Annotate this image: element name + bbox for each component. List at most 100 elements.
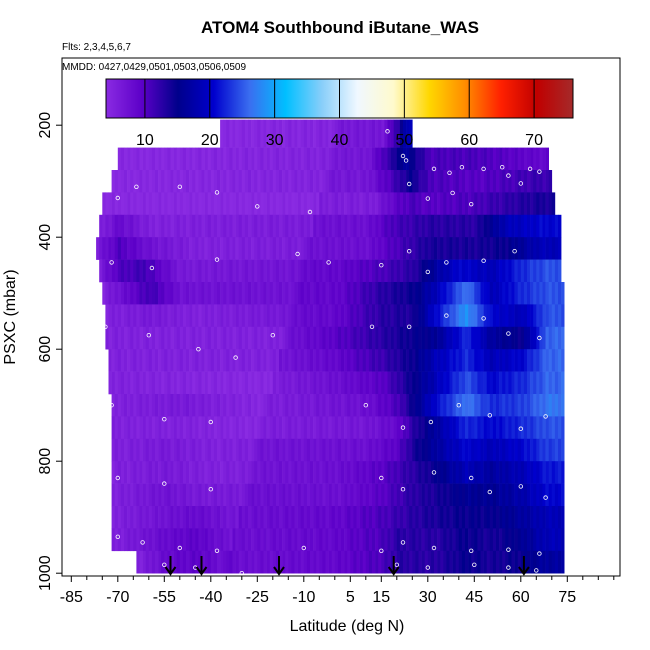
heatmap-cell	[226, 349, 230, 372]
colorbar: 10 20 30 40 50 60 70	[105, 78, 574, 149]
heatmap-cell	[427, 394, 432, 417]
heatmap-cell	[461, 483, 466, 507]
heatmap-cell	[257, 416, 261, 440]
heatmap-cell	[341, 170, 345, 193]
heatmap-cell	[102, 237, 106, 260]
heatmap-cell	[496, 461, 500, 484]
heatmap-cell	[226, 483, 230, 507]
heatmap-cell	[176, 506, 181, 529]
heatmap-cell	[272, 528, 277, 552]
heatmap-cell	[359, 147, 363, 171]
heatmap-cell	[105, 326, 109, 350]
heatmap-cell	[198, 282, 202, 305]
heatmap-cell	[471, 259, 475, 283]
heatmap-cell	[452, 147, 456, 171]
heatmap-cell	[461, 416, 466, 440]
heatmap-cell	[415, 304, 419, 328]
heatmap-cell	[124, 259, 128, 283]
heatmap-cell	[288, 259, 292, 283]
heatmap-cell	[328, 282, 332, 305]
heatmap-cell	[158, 147, 162, 171]
heatmap-cell	[458, 349, 463, 372]
heatmap-cell	[114, 483, 119, 507]
heatmap-cell	[235, 461, 239, 484]
heatmap-cell	[127, 349, 131, 372]
heatmap-cell	[427, 282, 432, 305]
heatmap-cell	[182, 483, 187, 507]
dates-subtitle: MMDD: 0427,0429,0501,0503,0506,0509	[62, 62, 247, 73]
heatmap-cell	[275, 438, 280, 462]
heatmap-cell	[204, 550, 208, 574]
heatmap-cell	[517, 550, 522, 574]
heatmap-cell	[375, 550, 379, 574]
heatmap-cell	[492, 550, 497, 574]
heatmap-cell	[120, 394, 125, 417]
heatmap-cell	[319, 237, 323, 260]
heatmap-cell	[192, 259, 196, 283]
heatmap-cell	[220, 438, 224, 462]
heatmap-cell	[189, 483, 193, 507]
heatmap-cell	[455, 259, 460, 283]
heatmap-cell	[288, 170, 292, 193]
heatmap-cell	[220, 550, 224, 574]
heatmap-cell	[313, 438, 317, 462]
heatmap-cell	[365, 461, 370, 484]
heatmap-cell	[316, 237, 320, 260]
heatmap-cell	[105, 192, 109, 216]
heatmap-cell	[182, 394, 187, 417]
heatmap-cell	[331, 214, 336, 238]
heatmap-cell	[235, 506, 239, 529]
heatmap-cell	[297, 416, 301, 440]
heatmap-cell	[294, 119, 298, 148]
heatmap-cell	[238, 192, 243, 216]
heatmap-cell	[502, 550, 506, 574]
heatmap-cell	[96, 237, 100, 260]
heatmap-cell	[220, 147, 224, 171]
heatmap-cell	[285, 214, 289, 238]
heatmap-cell	[257, 326, 261, 350]
heatmap-cell	[232, 304, 236, 328]
heatmap-cell	[260, 192, 264, 216]
heatmap-cell	[483, 192, 487, 216]
heatmap-cell	[421, 237, 425, 260]
heatmap-cell	[362, 550, 367, 574]
heatmap-cell	[241, 304, 246, 328]
heatmap-cell	[492, 483, 497, 507]
sample-point	[506, 547, 511, 552]
heatmap-cell	[508, 528, 512, 552]
heatmap-cell	[558, 394, 562, 417]
heatmap-cell	[251, 282, 255, 305]
heatmap-cell	[548, 282, 553, 305]
heatmap-cell	[201, 550, 205, 574]
heatmap-cell	[279, 147, 283, 171]
heatmap-cell	[393, 214, 398, 238]
heatmap-cell	[517, 438, 522, 462]
heatmap-cell	[325, 214, 329, 238]
heatmap-cell	[114, 394, 119, 417]
heatmap-cell	[248, 326, 252, 350]
heatmap-cell	[223, 394, 227, 417]
heatmap-cell	[434, 349, 438, 372]
heatmap-cell	[142, 349, 146, 372]
heatmap-cell	[480, 438, 484, 462]
heatmap-cell	[322, 528, 326, 552]
heatmap-cell	[313, 550, 317, 574]
heatmap-cell	[294, 192, 298, 216]
heatmap-cell	[130, 304, 134, 328]
heatmap-cell	[418, 259, 422, 283]
heatmap-cell	[279, 349, 283, 372]
heatmap-cell	[316, 259, 320, 283]
heatmap-cell	[210, 147, 215, 171]
heatmap-cell	[201, 214, 205, 238]
heatmap-cell	[539, 282, 543, 305]
heatmap-cell	[378, 394, 382, 417]
heatmap-cell	[285, 282, 289, 305]
heatmap-cell	[452, 506, 456, 529]
heatmap-cell	[229, 259, 233, 283]
heatmap-cell	[114, 326, 119, 350]
heatmap-cell	[561, 371, 565, 395]
heatmap-cell	[334, 237, 339, 260]
heatmap-cell	[384, 259, 388, 283]
heatmap-cell	[421, 438, 425, 462]
